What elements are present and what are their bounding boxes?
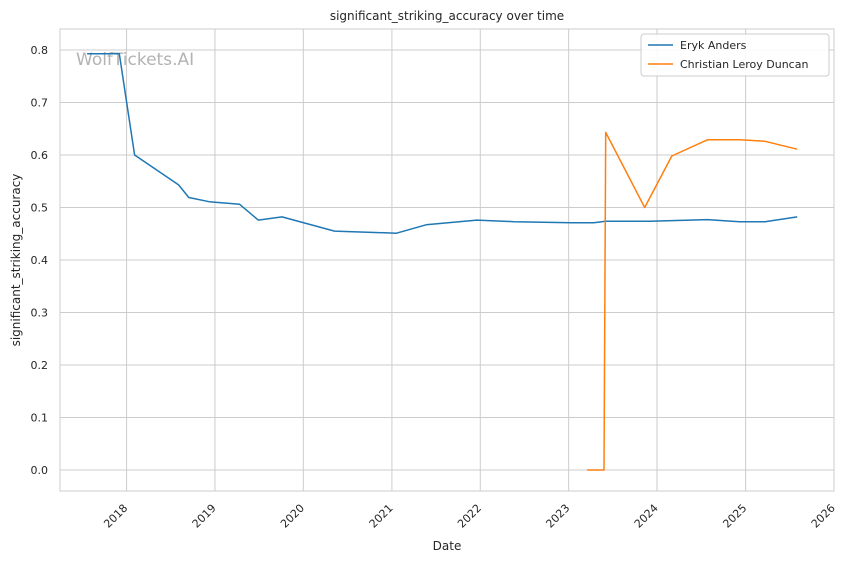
legend-label-eryk-anders: Eryk Anders	[680, 39, 747, 52]
legend: Eryk Anders Christian Leroy Duncan	[640, 33, 830, 77]
y-axis-ticks: 0.0 0.1 0.2 0.3 0.4 0.5 0.6 0.7 0.8	[31, 44, 49, 477]
legend-label-christian-leroy-duncan: Christian Leroy Duncan	[680, 58, 808, 71]
y-tick-label: 0.8	[31, 44, 49, 57]
y-tick-label: 0.3	[31, 307, 49, 320]
y-tick-label: 0.5	[31, 202, 49, 215]
watermark: WolfTickets.AI	[76, 50, 194, 70]
grid	[60, 29, 835, 491]
plot-frame	[59, 28, 835, 492]
y-tick-label: 0.0	[31, 464, 49, 477]
y-tick-label: 0.4	[31, 254, 49, 267]
y-tick-label: 0.7	[31, 97, 49, 110]
legend-box	[640, 33, 830, 77]
series-line-eryk-anders	[87, 52, 798, 234]
y-axis-label: significant_striking_accuracy	[9, 174, 23, 347]
y-tick-label: 0.1	[31, 412, 49, 425]
x-axis-label: Date	[433, 539, 462, 553]
y-tick-label: 0.6	[31, 149, 49, 162]
y-tick-label: 0.2	[31, 359, 49, 372]
series-line-christian-leroy-duncan	[587, 131, 798, 471]
series-layer	[87, 52, 798, 471]
chart-title: significant_striking_accuracy over time	[330, 9, 564, 23]
